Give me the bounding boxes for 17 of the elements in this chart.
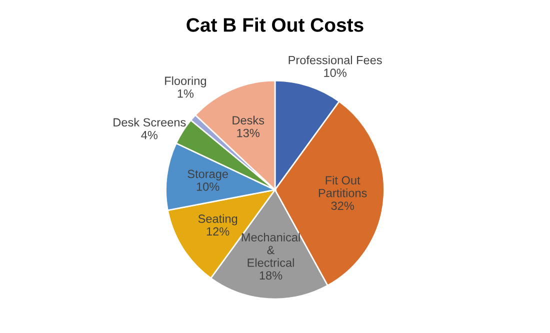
- data-label: 4%: [141, 130, 158, 140]
- slice-label: Storage: [188, 170, 228, 180]
- data-label: 12%: [206, 227, 230, 236]
- slice-label: Flooring: [165, 76, 206, 88]
- data-label: 32%: [331, 202, 354, 210]
- chart-title: Cat B Fit Out Costs: [186, 18, 364, 32]
- data-label: 13%: [237, 128, 260, 138]
- data-label: 18%: [260, 271, 282, 280]
- data-label: 10%: [324, 68, 346, 78]
- data-label: 1%: [178, 89, 194, 98]
- data-label: 10%: [196, 182, 220, 191]
- slice-label: Professional Fees: [288, 56, 382, 64]
- slice-label: Mechanical & Electrical: [242, 232, 300, 267]
- slice-label: Desks: [232, 116, 264, 124]
- slice-label: Desk Screens: [114, 118, 186, 127]
- slice-label: Fit Out Partitions: [318, 176, 367, 198]
- slice-label: Seating: [198, 214, 238, 226]
